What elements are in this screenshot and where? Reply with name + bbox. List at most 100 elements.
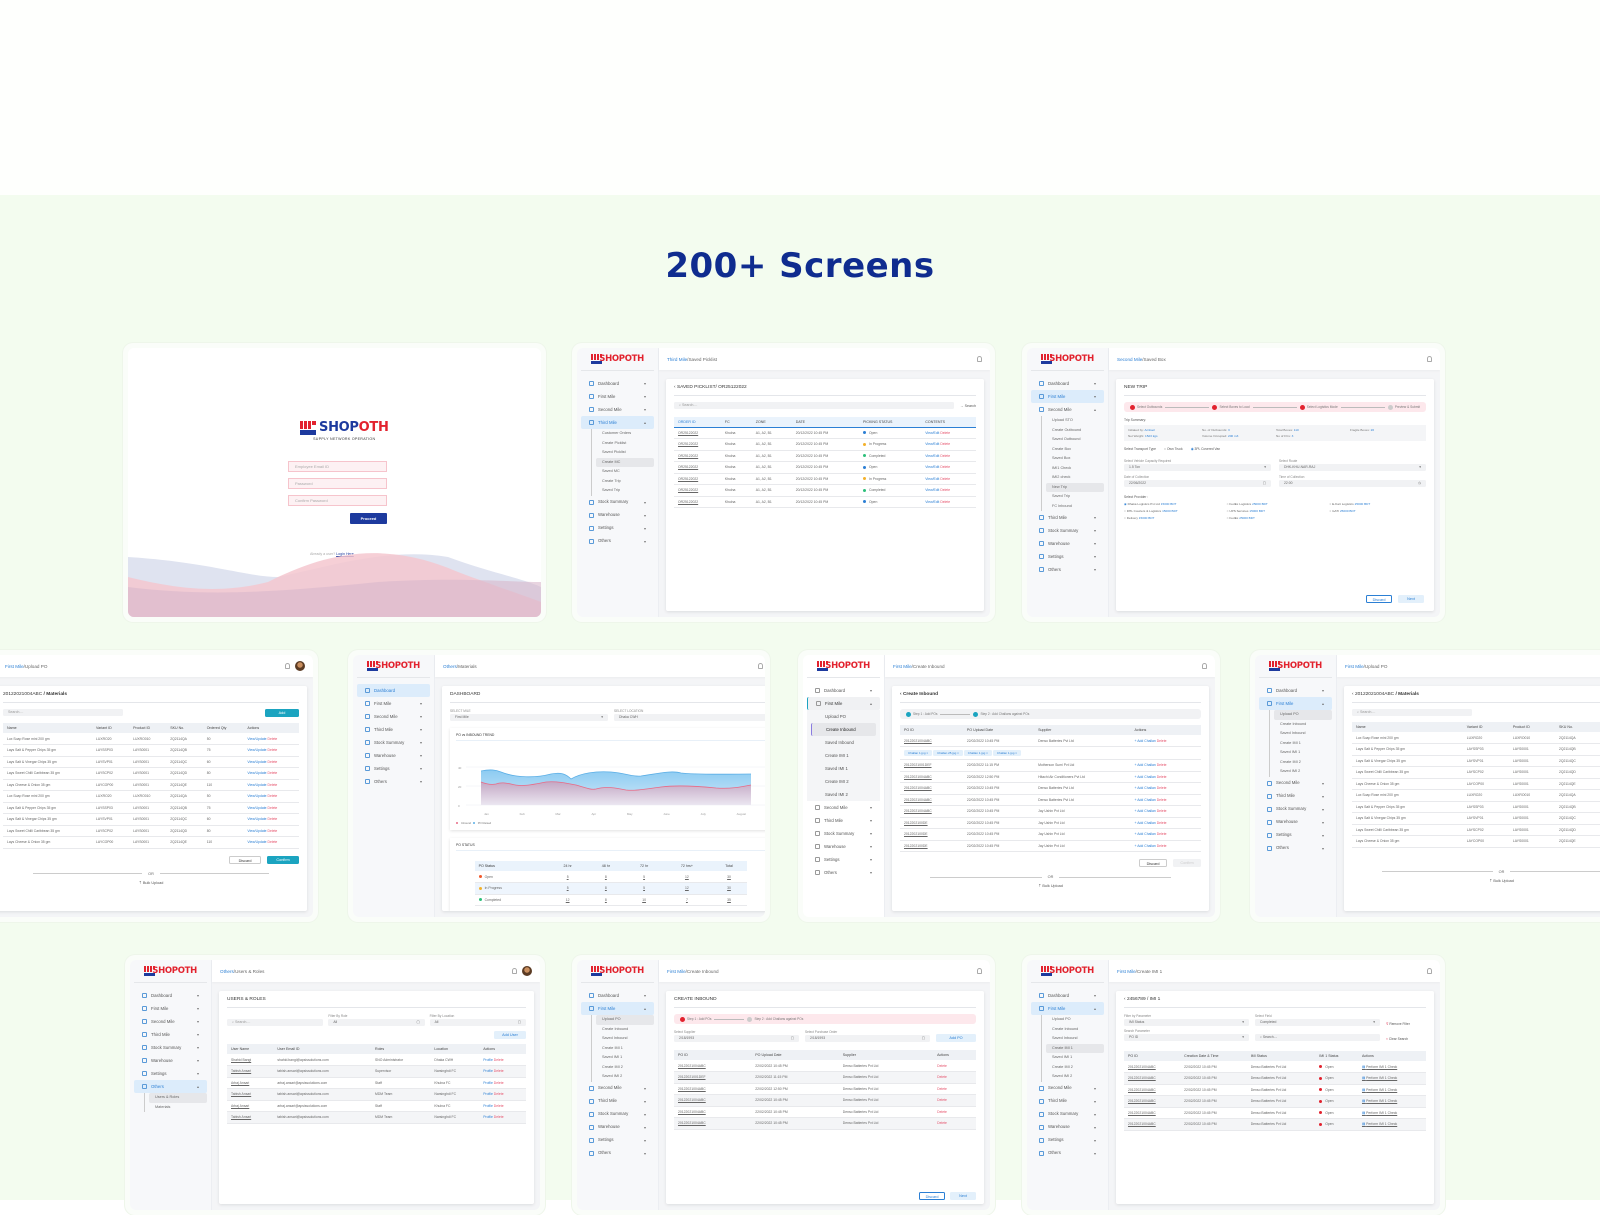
submenu-item[interactable]: IMI2 check	[1052, 475, 1071, 479]
submenu-item[interactable]: Saved Picklist	[602, 450, 626, 454]
password-field[interactable]: Password	[288, 478, 387, 489]
submenu-item[interactable]: Saved Box	[1052, 456, 1071, 460]
sidebar-item-others[interactable]: Others ▾	[807, 866, 880, 879]
sidebar-item-warehouse[interactable]: Warehouse ▾	[1031, 537, 1104, 550]
route-select[interactable]: DHK-KHU-NAR-RAJ ▾	[1279, 464, 1426, 471]
bell-icon[interactable]	[977, 356, 982, 362]
sidebar-item-stock-summary[interactable]: Stock Summary ▾	[807, 827, 880, 840]
sidebar-item-settings[interactable]: Settings ▾	[134, 1067, 207, 1080]
bell-icon[interactable]	[1202, 663, 1207, 669]
back-chevron-icon[interactable]: ‹	[674, 385, 677, 390]
supplier-select[interactable]: 2/18/1993 ▢	[674, 1035, 799, 1042]
submenu-item[interactable]: Saved IMI 2	[1280, 769, 1301, 773]
sidebar-item-warehouse[interactable]: Warehouse ▾	[357, 749, 430, 762]
confirm-button[interactable]: Confirm	[1173, 859, 1201, 867]
submenu-item[interactable]: Create Inbound	[1052, 1026, 1079, 1031]
sidebar-item-dashboard[interactable]: Dashboard ▾	[807, 684, 880, 697]
sidebar-item-third-mile[interactable]: Third Mile ▾	[134, 1028, 207, 1041]
back-chevron-icon[interactable]: ‹	[1352, 692, 1355, 697]
sidebar-item-second-mile[interactable]: Second Mile ▴	[1031, 403, 1104, 416]
sidebar-item-settings[interactable]: Settings ▾	[1259, 829, 1332, 842]
radio-own-truck[interactable]: ○ Own Truck	[1164, 447, 1183, 451]
sidebar-item-settings[interactable]: Settings ▾	[581, 1134, 654, 1147]
avatar[interactable]	[295, 661, 305, 671]
search-button[interactable]: → Search	[960, 403, 976, 408]
sidebar-item-others[interactable]: Others ▾	[357, 775, 430, 788]
bell-icon[interactable]	[977, 968, 982, 974]
sidebar-item-third-mile[interactable]: Third Mile ▾	[1259, 790, 1332, 803]
sidebar-item-stock-summary[interactable]: Stock Summary ▾	[581, 1108, 654, 1121]
sidebar-item-third-mile[interactable]: Third Mile ▾	[581, 1095, 654, 1108]
submenu-item[interactable]: Create Inbound	[811, 723, 876, 736]
submenu-item[interactable]: Upload PO	[825, 714, 847, 719]
submenu-item[interactable]: Create IMI 2	[1052, 1064, 1073, 1069]
bell-icon[interactable]	[512, 968, 517, 974]
role-filter[interactable]: All ▢	[328, 1019, 425, 1026]
sidebar-item-third-mile[interactable]: Third Mile ▾	[1031, 1095, 1104, 1108]
collection-date-input[interactable]: 22/06/2022 ▢	[1124, 480, 1271, 487]
sidebar-item-stock-summary[interactable]: Stock Summary ▾	[357, 736, 430, 749]
sidebar-item-third-mile[interactable]: Third Mile ▾	[1031, 511, 1104, 524]
submenu-item[interactable]: Upload STO	[1052, 418, 1073, 422]
submenu-item[interactable]: Create IMI 1	[1046, 1043, 1104, 1053]
discard-button[interactable]: Discard	[1366, 595, 1392, 603]
sidebar-item-settings[interactable]: Settings ▾	[807, 853, 880, 866]
login-here-link[interactable]: Login Here	[336, 552, 354, 556]
discard-button[interactable]: Discard	[229, 855, 261, 864]
sidebar-item-second-mile[interactable]: Second Mile ▾	[1259, 777, 1332, 790]
location-select[interactable]: Dhaka CWH▾	[614, 714, 765, 721]
sidebar-item-warehouse[interactable]: Warehouse ▾	[807, 840, 880, 853]
avatar[interactable]	[522, 966, 532, 976]
confirm-password-field[interactable]: Confirm Password	[288, 495, 387, 506]
submenu-item[interactable]: Saved IMI 1	[602, 1055, 623, 1059]
submenu-item[interactable]: Saved IMI 1	[825, 766, 848, 771]
sidebar-item-first-mile[interactable]: First Mile ▾	[134, 1002, 207, 1015]
sidebar-item-settings[interactable]: Settings ▾	[1031, 550, 1104, 563]
next-button[interactable]: Next	[950, 1192, 976, 1200]
submenu-item[interactable]: Create IMI 1	[602, 1045, 623, 1050]
sidebar-item-first-mile[interactable]: First Mile ▴	[1031, 1002, 1104, 1015]
proceed-button[interactable]: Proceed	[350, 513, 387, 524]
next-button[interactable]: Next	[1398, 595, 1424, 603]
submenu-item[interactable]: Saved IMI 1	[1280, 750, 1301, 754]
submenu-item[interactable]: Create Inbound	[1280, 721, 1307, 726]
sidebar-item-dashboard[interactable]: Dashboard	[357, 684, 430, 697]
sidebar-item-dashboard[interactable]: Dashboard ▾	[1031, 989, 1104, 1002]
submenu-item[interactable]: New Trip	[1046, 482, 1104, 492]
sidebar-item-settings[interactable]: Settings ▾	[357, 762, 430, 775]
submenu-item[interactable]: Saved IMI 2	[602, 1074, 623, 1078]
submenu-item[interactable]: Upload PO	[1052, 1017, 1071, 1021]
sidebar-item-others[interactable]: Others ▾	[581, 535, 654, 548]
submenu-item[interactable]: Create IMI 2	[825, 779, 849, 784]
sidebar-item-stock-summary[interactable]: Stock Summary ▾	[1259, 803, 1332, 816]
sidebar-item-warehouse[interactable]: Warehouse ▾	[581, 1121, 654, 1134]
discard-button[interactable]: Discard	[919, 1192, 945, 1200]
bulk-upload-link[interactable]: ⇡ Bulk Upload	[1038, 884, 1063, 888]
submenu-item[interactable]: Create Trip	[602, 478, 621, 483]
add-button[interactable]: Add	[265, 709, 299, 717]
search-input[interactable]: ⌕ Search....	[227, 1019, 324, 1026]
submenu-item[interactable]: Create Picklist	[602, 440, 627, 445]
submenu-item[interactable]: Customer Orders	[602, 431, 632, 435]
sidebar-item-others[interactable]: Others ▾	[1031, 563, 1104, 576]
sidebar-item-first-mile[interactable]: First Mile ▴	[581, 1002, 654, 1015]
search-input[interactable]: ⌕ Search....	[1255, 1034, 1380, 1041]
submenu-item[interactable]: Create MC	[596, 457, 654, 467]
sidebar-item-dashboard[interactable]: Dashboard ▾	[134, 989, 207, 1002]
sidebar-item-warehouse[interactable]: Warehouse ▾	[1259, 816, 1332, 829]
submenu-item[interactable]: Saved IMI 2	[1052, 1074, 1073, 1078]
sidebar-item-others[interactable]: Others ▾	[581, 1147, 654, 1160]
submenu-item[interactable]: Upload PO	[1274, 710, 1332, 720]
submenu-item[interactable]: Create IMI 2	[1280, 759, 1301, 764]
sidebar-item-dashboard[interactable]: Dashboard ▾	[581, 989, 654, 1002]
submenu-item[interactable]: Users & Roles	[149, 1093, 207, 1103]
sidebar-item-second-mile[interactable]: Second Mile ▾	[357, 710, 430, 723]
submenu-item[interactable]: Create IMI 1	[825, 753, 849, 758]
purchase-order-select[interactable]: 2/18/1993 ▢	[805, 1035, 930, 1042]
sidebar-item-third-mile[interactable]: Third Mile ▾	[807, 814, 880, 827]
submenu-item[interactable]: Create Box	[1052, 446, 1071, 451]
sidebar-item-second-mile[interactable]: Second Mile ▾	[134, 1015, 207, 1028]
remove-filter-button[interactable]: ⊽ Remove Filter	[1386, 1022, 1410, 1026]
bell-icon[interactable]	[758, 663, 763, 669]
sidebar-item-warehouse[interactable]: Warehouse ▾	[581, 509, 654, 522]
